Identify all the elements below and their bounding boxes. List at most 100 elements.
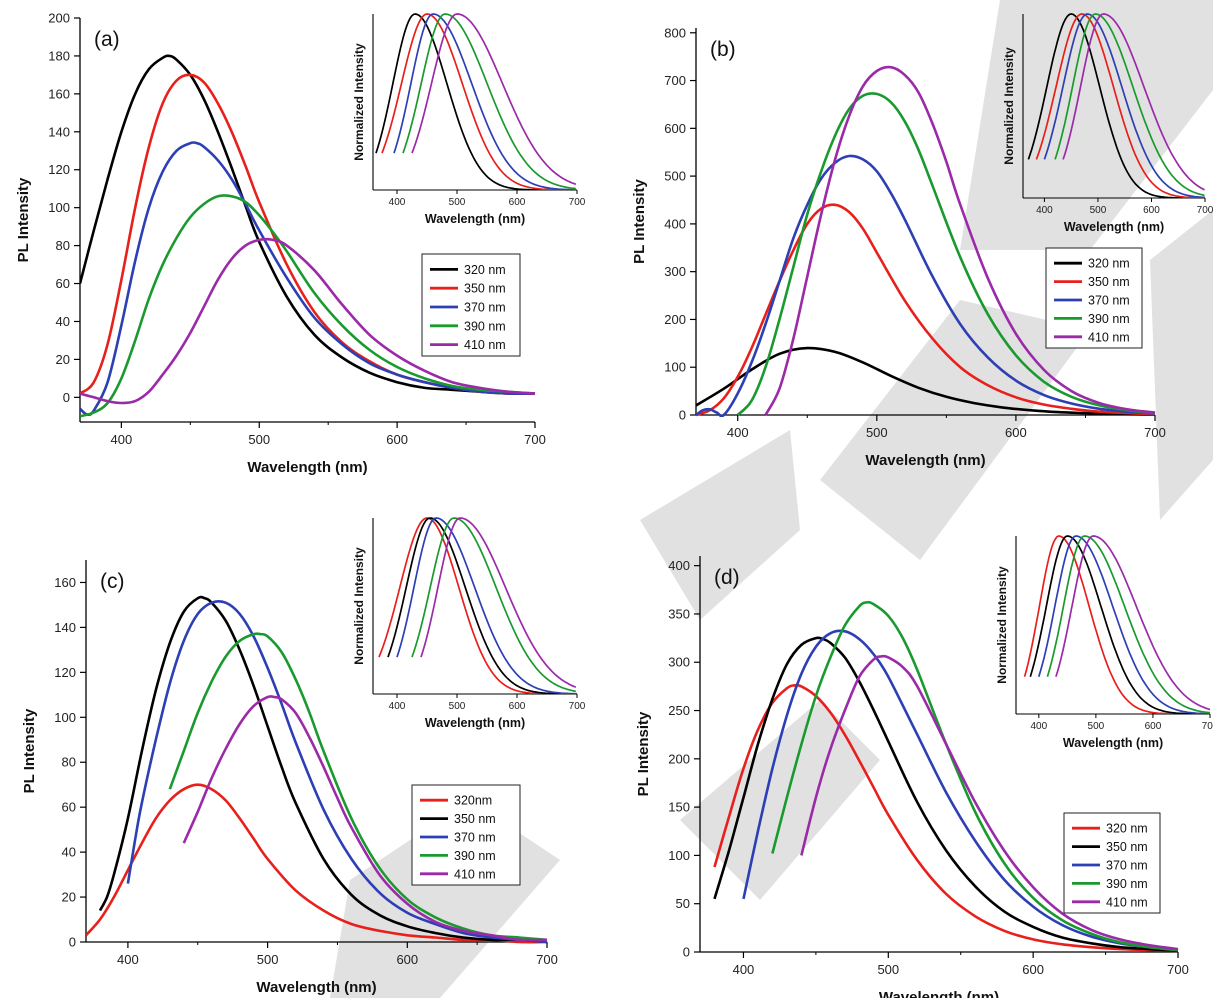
inset-series-line-370nm [396,517,577,694]
series-lines [80,54,536,418]
y-tick-label: 80 [56,238,70,253]
inset-y-axis-title: Normalized Intensity [995,566,1009,684]
inset-x-tick-label: 400 [1036,205,1053,216]
inset-x-tick-label: 700 [569,701,586,712]
y-tick-label: 100 [54,710,76,725]
inset-x-axis-title: Wavelength (nm) [425,716,525,730]
inset-series-line-410nm [411,13,577,186]
inset-series-line-390nm [402,13,576,190]
y-tick-label: 500 [664,169,686,184]
inset-x-tick-label: 600 [1145,721,1162,732]
inset-x-tick-label: 500 [449,701,466,712]
y-tick-label: 800 [664,25,686,40]
y-tick-label: 0 [679,408,686,423]
inset-series-line-350nm [1035,13,1205,198]
y-tick-label: 0 [63,390,70,405]
y-tick-label: 120 [54,665,76,680]
inset-series-line-410nm [420,517,577,688]
series-line-320nm [80,54,536,395]
inset-lines [1027,13,1205,198]
inset-x-tick-label: 700 [569,197,586,208]
y-axis-title: PL Intensity [21,708,38,793]
x-tick-label: 700 [524,432,546,447]
inset-series-line-370nm [1043,13,1205,198]
inset-x-tick-label: 700 [1197,205,1213,216]
watermark-band-5 [640,430,800,620]
legend-label: 320 nm [1088,257,1130,271]
x-tick-label: 500 [248,432,270,447]
x-axis-title: Wavelength (nm) [247,459,367,476]
y-tick-label: 300 [668,655,690,670]
legend: 320 nm 350 nm 370 nm 390 nm 410 nm [421,253,521,357]
series-line-370nm [80,141,536,417]
legend: 320nm 350 nm 370 nm 390 nm 410 nm [411,784,521,886]
legend-label: 410 nm [454,867,496,881]
y-tick-label: 160 [54,575,76,590]
y-tick-label: 0 [683,945,690,960]
y-axis-title: PL Intensity [631,178,648,263]
x-tick-label: 600 [396,952,418,967]
y-tick-label: 20 [62,890,76,905]
inset-series-line-350nm [387,517,577,694]
series-line-320nm [86,783,548,944]
inset-series-line-390nm [411,517,576,693]
legend-label: 390 nm [464,319,506,333]
watermark-band-2 [1150,210,1213,520]
y-tick-label: 250 [668,703,690,718]
legend-box [411,784,521,886]
legend-box [1063,812,1161,914]
series-lines [86,595,548,944]
series-line-370nm [696,154,1156,417]
y-axis-title: PL Intensity [15,177,32,262]
series-line-390nm [80,194,536,418]
legend-label: 320nm [454,794,492,808]
series-line-410nm [764,65,1156,416]
y-tick-label: 200 [48,11,70,26]
inset-x-tick-label: 400 [1030,721,1047,732]
y-tick-label: 140 [54,620,76,635]
legend-label: 350 nm [1106,840,1148,854]
inset-x-tick-label: 500 [449,197,466,208]
series-line-370nm [126,599,548,944]
y-tick-label: 400 [668,558,690,573]
legend-box [1045,247,1143,349]
series-line-390nm [736,92,1156,416]
x-tick-label: 600 [1022,962,1044,977]
legend-label: 410 nm [1088,330,1130,344]
legend-label: 370 nm [464,301,506,315]
x-tick-label: 700 [1167,962,1189,977]
legend-label: 350 nm [464,282,506,296]
panel-label: (a) [94,28,120,51]
legend-label: 370 nm [1106,859,1148,873]
y-tick-label: 200 [664,312,686,327]
y-tick-label: 600 [664,121,686,136]
legend: 320 nm 350 nm 370 nm 390 nm 410 nm [1045,247,1143,349]
y-tick-label: 20 [56,352,70,367]
x-tick-label: 700 [1144,425,1166,440]
inset-x-tick-label: 500 [1088,721,1105,732]
y-tick-label: 100 [664,360,686,375]
x-tick-label: 700 [536,952,558,967]
inset-lines [378,517,577,694]
inset-x-tick-label: 600 [509,701,526,712]
watermark-band-6 [680,700,880,900]
y-tick-label: 40 [56,314,70,329]
inset: 400 500 600 700 Wavelength (nm) Normalized In… [352,517,586,730]
legend-label: 350 nm [1088,275,1130,289]
x-tick-label: 600 [386,432,408,447]
inset-series-line-390nm [1054,13,1205,197]
series-lines [713,600,1179,953]
y-tick-label: 100 [48,200,70,215]
inset-series-line-410nm [1062,13,1205,191]
x-axis-title: Wavelength (nm) [879,989,999,998]
legend-label: 390 nm [454,849,496,863]
y-tick-label: 100 [668,848,690,863]
x-tick-label: 400 [727,425,749,440]
legend-label: 320 nm [1106,822,1148,836]
series-line-410nm [80,237,536,405]
legend-label: 370 nm [1088,294,1130,308]
inset-x-tick-label: 700 [1202,721,1213,732]
series-line-350nm [696,203,1156,417]
inset: 400 500 600 700 Wavelength (nm) Normalized In… [352,13,586,226]
legend-label: 390 nm [1088,312,1130,326]
